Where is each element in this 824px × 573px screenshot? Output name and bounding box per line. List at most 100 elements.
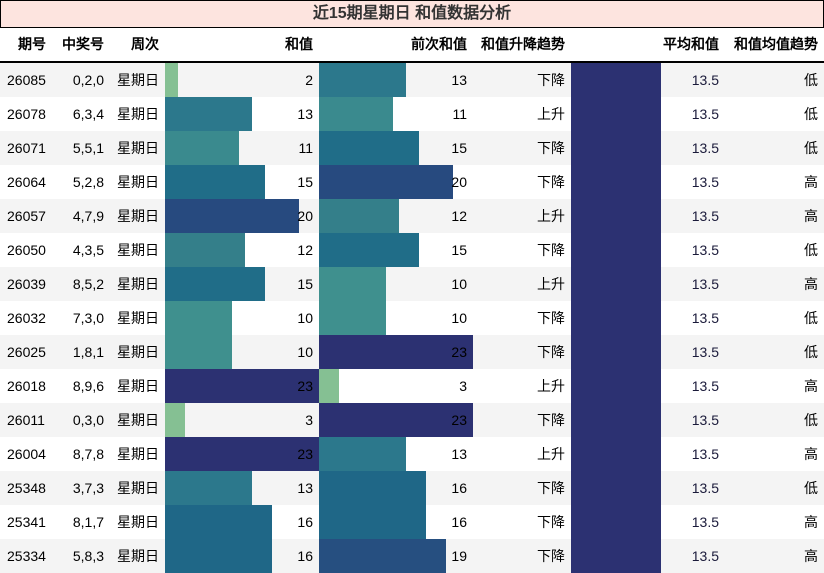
sum-bar <box>165 301 232 335</box>
weekday-cell: 星期日 <box>117 412 159 428</box>
sum-trend-cell: 上升 <box>537 446 565 462</box>
sum-value: 20 <box>297 208 313 224</box>
avg-trend-cell: 低 <box>804 412 818 428</box>
avg-sum-value: 13.5 <box>691 174 719 190</box>
column-header-weekday: 周次 <box>131 36 159 52</box>
numbers-cell: 3,7,3 <box>72 480 104 496</box>
numbers-cell: 5,2,8 <box>72 174 104 190</box>
prev-sum-value: 11 <box>452 106 467 122</box>
avg-sum-value: 13.5 <box>691 72 719 88</box>
weekday-cell: 星期日 <box>117 174 159 190</box>
sum-bar <box>165 437 319 471</box>
avg-sum-value: 13.5 <box>691 106 719 122</box>
prev-sum-bar <box>319 165 453 199</box>
column-header-sum-trend: 和值升降趋势 <box>481 36 565 52</box>
weekday-cell: 星期日 <box>117 378 159 394</box>
prev-sum-bar <box>319 539 447 573</box>
sum-value: 15 <box>297 174 313 190</box>
sum-bar <box>165 471 253 505</box>
prev-sum-bar <box>319 335 473 369</box>
period-cell: 26050 <box>7 242 46 258</box>
numbers-cell: 8,5,2 <box>72 276 104 292</box>
period-cell: 26025 <box>7 344 46 360</box>
column-header-prev-sum: 前次和值 <box>411 36 467 52</box>
prev-sum-bar <box>319 369 340 403</box>
weekday-cell: 星期日 <box>117 514 159 530</box>
sum-trend-cell: 下降 <box>537 242 565 258</box>
weekday-cell: 星期日 <box>117 310 159 326</box>
prev-sum-bar <box>319 437 407 471</box>
table-row: 26025 1,8,1 星期日 10 23 下降 13.5 低 <box>0 335 824 369</box>
numbers-cell: 1,8,1 <box>72 344 104 360</box>
avg-sum-bar <box>571 471 662 505</box>
avg-trend-cell: 低 <box>804 106 818 122</box>
avg-trend-cell: 高 <box>804 548 818 564</box>
sum-value: 11 <box>298 140 313 156</box>
sum-trend-cell: 上升 <box>537 106 565 122</box>
numbers-cell: 0,2,0 <box>72 72 104 88</box>
period-cell: 25348 <box>7 480 46 496</box>
sum-bar <box>165 403 186 437</box>
sum-bar <box>165 267 266 301</box>
prev-sum-value: 19 <box>451 548 467 564</box>
avg-trend-cell: 低 <box>804 344 818 360</box>
weekday-cell: 星期日 <box>117 106 159 122</box>
table-row: 25341 8,1,7 星期日 16 16 下降 13.5 高 <box>0 505 824 539</box>
column-header-sum: 和值 <box>285 36 313 52</box>
period-cell: 26039 <box>7 276 46 292</box>
table-row: 26064 5,2,8 星期日 15 20 下降 13.5 高 <box>0 165 824 199</box>
avg-sum-bar <box>571 97 662 131</box>
numbers-cell: 8,1,7 <box>72 514 104 530</box>
sum-bar <box>165 335 232 369</box>
numbers-cell: 4,7,9 <box>72 208 104 224</box>
period-cell: 26018 <box>7 378 46 394</box>
avg-sum-value: 13.5 <box>691 310 719 326</box>
numbers-cell: 0,3,0 <box>72 412 104 428</box>
sum-value: 10 <box>297 344 313 360</box>
period-cell: 26032 <box>7 310 46 326</box>
avg-trend-cell: 高 <box>804 276 818 292</box>
prev-sum-bar <box>319 199 400 233</box>
prev-sum-bar <box>319 233 420 267</box>
sum-value: 12 <box>297 242 313 258</box>
table-row: 26004 8,7,8 星期日 23 13 上升 13.5 高 <box>0 437 824 471</box>
prev-sum-value: 23 <box>451 344 467 360</box>
prev-sum-bar <box>319 403 473 437</box>
prev-sum-value: 3 <box>459 378 467 394</box>
prev-sum-value: 10 <box>451 310 467 326</box>
sum-trend-cell: 下降 <box>537 480 565 496</box>
weekday-cell: 星期日 <box>117 208 159 224</box>
avg-trend-cell: 高 <box>804 378 818 394</box>
weekday-cell: 星期日 <box>117 446 159 462</box>
avg-trend-cell: 高 <box>804 208 818 224</box>
prev-sum-bar <box>319 471 427 505</box>
avg-trend-cell: 低 <box>804 242 818 258</box>
sum-trend-cell: 上升 <box>537 378 565 394</box>
prev-sum-bar <box>319 505 427 539</box>
prev-sum-bar <box>319 301 386 335</box>
table-body: 26085 0,2,0 星期日 2 13 下降 13.5 低 26078 6,3,4 星期日 13 11… <box>0 63 824 573</box>
sum-trend-cell: 下降 <box>537 344 565 360</box>
avg-sum-value: 13.5 <box>691 378 719 394</box>
column-header-numbers: 中奖号 <box>62 36 104 52</box>
period-cell: 26085 <box>7 72 46 88</box>
avg-sum-bar <box>571 403 662 437</box>
sum-trend-cell: 下降 <box>537 514 565 530</box>
prev-sum-bar <box>319 63 407 97</box>
prev-sum-bar <box>319 131 420 165</box>
sum-value: 23 <box>297 378 313 394</box>
weekday-cell: 星期日 <box>117 480 159 496</box>
sum-value: 3 <box>305 412 313 428</box>
avg-sum-value: 13.5 <box>691 514 719 530</box>
numbers-cell: 8,9,6 <box>72 378 104 394</box>
avg-sum-bar <box>571 199 662 233</box>
period-cell: 26078 <box>7 106 46 122</box>
table-row: 26078 6,3,4 星期日 13 11 上升 13.5 低 <box>0 97 824 131</box>
numbers-cell: 8,7,8 <box>72 446 104 462</box>
period-cell: 26004 <box>7 446 46 462</box>
sum-bar <box>165 233 246 267</box>
avg-trend-cell: 高 <box>804 174 818 190</box>
numbers-cell: 5,5,1 <box>72 140 104 156</box>
table-row: 26071 5,5,1 星期日 11 15 下降 13.5 低 <box>0 131 824 165</box>
prev-sum-value: 15 <box>451 140 467 156</box>
